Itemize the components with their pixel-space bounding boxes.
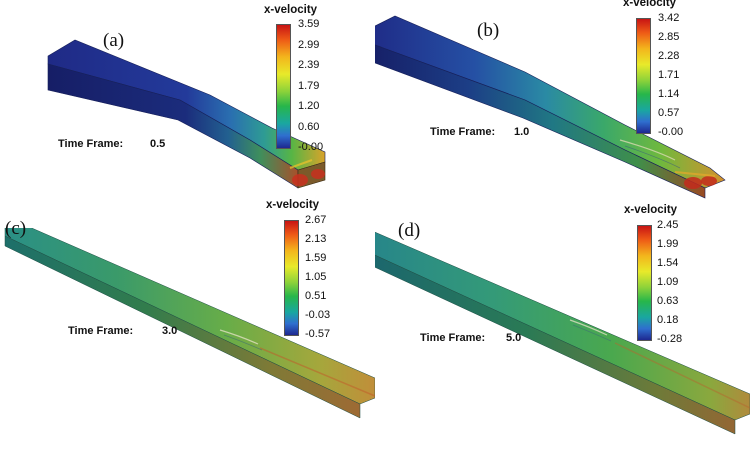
colorbar-tick: -0.00 — [298, 141, 324, 153]
time-frame-value: 0.5 — [150, 138, 166, 150]
colorbar-tick: 2.39 — [298, 59, 320, 71]
colorbar-ticks: 3.59 2.99 2.39 1.79 1.20 0.60 -0.00 — [298, 18, 353, 153]
colorbar-title: x-velocity — [266, 199, 320, 211]
colorbar-tick: 1.54 — [657, 257, 679, 269]
panel-label: (d) — [398, 220, 421, 241]
time-frame-label: Time Frame: — [68, 325, 134, 337]
colorbar — [284, 220, 299, 336]
simulation-render — [47, 39, 326, 189]
panel-label: (b) — [477, 20, 500, 41]
colorbar-title: x-velocity — [624, 204, 678, 216]
colorbar-title: x-velocity — [623, 0, 677, 9]
panel-b: (b) x-velocity 3.42 2.85 2.28 1.71 1.14 … — [375, 0, 750, 228]
colorbar-title: x-velocity — [264, 4, 318, 16]
colorbar-tick: 2.28 — [658, 50, 680, 62]
colorbar-tick: -0.00 — [658, 126, 684, 138]
colorbar-tick: 1.71 — [658, 69, 680, 81]
colorbar-tick: 2.85 — [658, 31, 680, 43]
time-frame-label: Time Frame: — [420, 332, 486, 344]
colorbar — [636, 18, 651, 134]
colorbar-tick: 2.67 — [305, 214, 327, 226]
colorbar-tick: -0.03 — [305, 309, 331, 321]
colorbar-tick: 1.05 — [305, 271, 327, 283]
simulation-render — [375, 231, 750, 435]
panel-label: (c) — [5, 218, 27, 239]
colorbar-tick: 0.18 — [657, 314, 679, 326]
colorbar-ticks: 3.42 2.85 2.28 1.71 1.14 0.57 -0.00 — [658, 12, 713, 138]
colorbar-tick: 0.63 — [657, 295, 679, 307]
colorbar-tick: -0.57 — [305, 328, 331, 340]
panel-label: (a) — [103, 30, 125, 51]
colorbar-tick: 0.57 — [658, 107, 680, 119]
simulation-render — [375, 15, 726, 199]
colorbar-tick: 2.99 — [298, 38, 320, 51]
panel-a: (a) x-velocity 3.59 2.99 2.39 1.79 1.20 … — [0, 0, 375, 228]
time-frame-label: Time Frame: — [430, 126, 496, 138]
colorbar-ticks: 2.45 1.99 1.54 1.09 0.63 0.18 -0.28 — [657, 219, 712, 345]
colorbar-tick: 1.79 — [298, 79, 320, 92]
colorbar-ticks: 2.67 2.13 1.59 1.05 0.51 -0.03 -0.57 — [305, 214, 360, 340]
colorbar-tick: 0.60 — [298, 120, 320, 133]
colorbar-tick: 0.51 — [305, 290, 327, 302]
panel-c: (c) x-velocity 2.67 2.13 1.59 1.05 0.51 … — [0, 199, 375, 456]
colorbar-tick: 1.20 — [298, 100, 320, 112]
colorbar-tick: 3.42 — [658, 12, 680, 24]
simulation-render — [4, 228, 375, 419]
colorbar-tick: -0.28 — [657, 333, 683, 345]
colorbar-tick: 1.14 — [658, 88, 680, 100]
colorbar — [637, 225, 652, 341]
colorbar-tick: 2.13 — [305, 233, 327, 245]
colorbar — [276, 24, 291, 149]
colorbar-tick: 2.45 — [657, 219, 679, 231]
colorbar-tick: 1.99 — [657, 238, 679, 250]
colorbar-tick: 3.59 — [298, 18, 320, 30]
time-frame-value: 1.0 — [514, 126, 530, 138]
panel-d: (d) x-velocity 2.45 1.99 1.54 1.09 0.63 … — [375, 204, 750, 456]
colorbar-tick: 1.59 — [305, 252, 327, 264]
time-frame-label: Time Frame: — [58, 138, 124, 150]
colorbar-tick: 1.09 — [657, 276, 679, 288]
time-frame-value: 5.0 — [506, 332, 522, 344]
time-frame-value: 3.0 — [162, 325, 178, 337]
